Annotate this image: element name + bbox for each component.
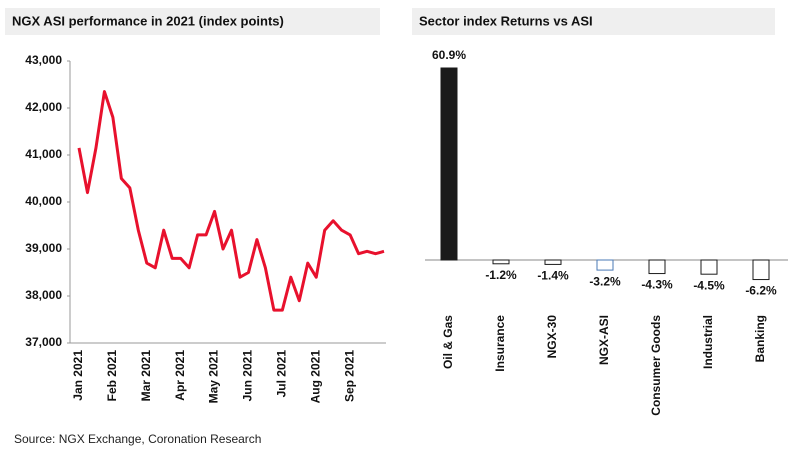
y-tick-label: 37,000 bbox=[25, 335, 62, 349]
bar bbox=[700, 259, 718, 275]
x-tick-label: Jan 2021 bbox=[71, 350, 85, 401]
x-tick-label: Banking bbox=[753, 315, 767, 362]
x-tick-label: Feb 2021 bbox=[105, 350, 119, 402]
value-label: -1.4% bbox=[537, 269, 569, 283]
y-tick-label: 38,000 bbox=[25, 288, 62, 302]
x-tick-label: Aug 2021 bbox=[308, 350, 322, 404]
value-label: 60.9% bbox=[432, 48, 466, 62]
bar bbox=[648, 259, 666, 275]
bar bbox=[596, 259, 614, 271]
bar bbox=[544, 259, 562, 265]
title-band bbox=[5, 8, 380, 35]
line-chart: NGX ASI performance in 2021 (index point… bbox=[5, 8, 386, 404]
value-label: -3.2% bbox=[589, 274, 621, 288]
bar-chart: Sector index Returns vs ASI 60.9% Oil & Ga… bbox=[412, 8, 788, 416]
x-tick-label: Mar 2021 bbox=[139, 350, 153, 402]
y-tick-label: 40,000 bbox=[25, 194, 62, 208]
title-band bbox=[412, 8, 775, 35]
y-tick-label: 41,000 bbox=[25, 147, 62, 161]
bar bbox=[752, 259, 770, 281]
bar bbox=[492, 259, 510, 265]
x-tick-label: Insurance bbox=[493, 315, 507, 372]
x-tick-label: NGX-ASI bbox=[597, 315, 611, 365]
x-tick-label: Sep 2021 bbox=[342, 350, 356, 402]
x-tick-label: Consumer Goods bbox=[649, 315, 663, 416]
chart-title: Sector index Returns vs ASI bbox=[419, 13, 593, 28]
y-tick-label: 42,000 bbox=[25, 100, 62, 114]
value-label: -4.3% bbox=[641, 278, 673, 292]
line-series bbox=[77, 90, 385, 312]
source-note: Source: NGX Exchange, Coronation Researc… bbox=[14, 432, 262, 446]
x-tick-label: Industrial bbox=[701, 315, 715, 369]
y-tick-label: 39,000 bbox=[25, 241, 62, 255]
value-label: -1.2% bbox=[485, 268, 517, 282]
x-tick-label: Jun 2021 bbox=[241, 350, 255, 402]
value-label: -4.5% bbox=[693, 278, 725, 292]
x-tick-label: May 2021 bbox=[207, 350, 221, 404]
x-tick-label: Jul 2021 bbox=[275, 350, 289, 398]
x-tick-label: Oil & Gas bbox=[441, 315, 455, 369]
bar bbox=[440, 67, 458, 261]
x-tick-label: Apr 2021 bbox=[173, 350, 187, 401]
y-tick-label: 43,000 bbox=[25, 53, 62, 67]
x-tick-label: NGX-30 bbox=[545, 315, 559, 359]
chart-title: NGX ASI performance in 2021 (index point… bbox=[12, 13, 284, 28]
value-label: -6.2% bbox=[745, 284, 777, 298]
